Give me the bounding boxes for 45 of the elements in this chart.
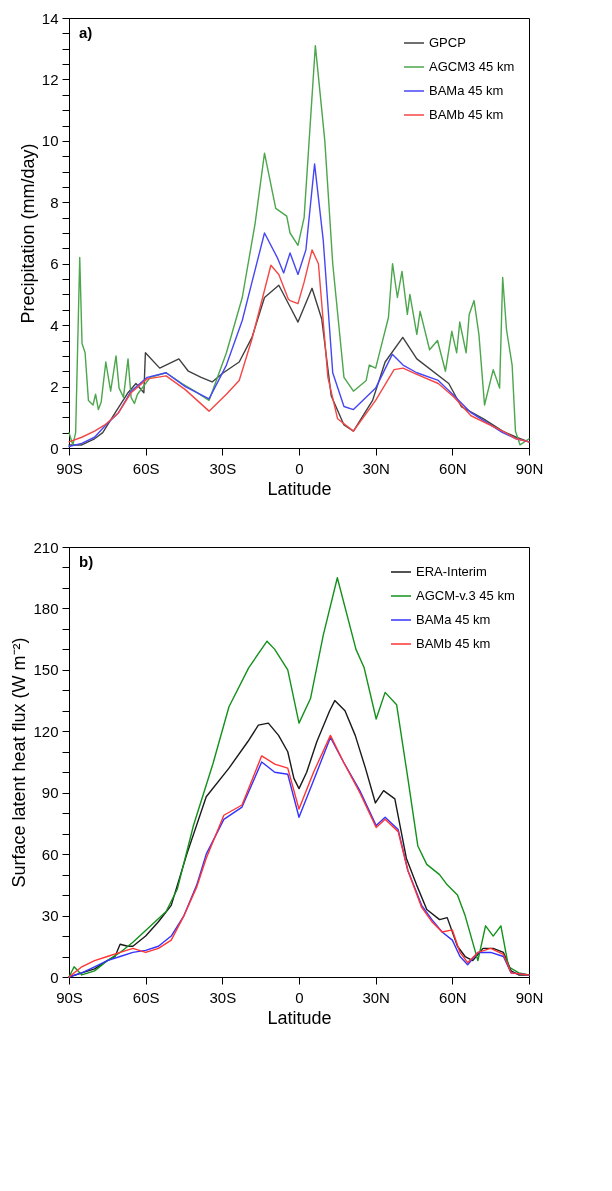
y-tick-label: 90: [41, 784, 59, 802]
legend-label: AGCM-v.3 45 km: [416, 588, 515, 603]
legend-label: BAMb 45 km: [416, 636, 491, 651]
y-axis-title: Precipitation (mm/day): [17, 143, 38, 324]
y-tick-label: 2: [50, 378, 59, 396]
x-tick-label: 60N: [439, 988, 467, 1006]
x-tick-label: 90S: [56, 459, 83, 477]
x-axis-title: Latitude: [267, 1007, 332, 1028]
x-tick-label: 90N: [515, 459, 544, 477]
x-tick-label: 90S: [56, 988, 83, 1006]
y-tick-label: 30: [41, 907, 59, 925]
x-tick-label: 30S: [209, 459, 237, 477]
annotation: b): [79, 553, 94, 570]
legend-label: ERA-Interim: [416, 564, 487, 579]
y-tick-label: 12: [41, 70, 59, 88]
legend-label: GPCP: [429, 35, 466, 50]
legend-label: BAMa 45 km: [429, 83, 504, 98]
legend-label: BAMb 45 km: [429, 107, 504, 122]
y-tick-label: 0: [50, 968, 59, 986]
x-tick-label: 90N: [515, 988, 544, 1006]
x-axis-title: Latitude: [267, 478, 332, 499]
y-tick-label: 210: [33, 538, 59, 556]
line-series: [68, 249, 530, 443]
y-tick-label: 60: [41, 845, 59, 863]
y-tick-label: 180: [33, 599, 59, 617]
y-tick-label: 10: [41, 132, 59, 150]
y-tick-label: 8: [50, 193, 59, 211]
legend-label: AGCM3 45 km: [429, 59, 515, 74]
legend-label: BAMa 45 km: [416, 612, 491, 627]
y-axis-title: Surface latent heat flux (W m⁻²): [9, 637, 30, 888]
y-tick-label: 4: [50, 316, 59, 334]
x-tick-label: 60N: [439, 459, 467, 477]
y-tick-label: 6: [50, 255, 59, 273]
x-tick-label: 0: [295, 459, 304, 477]
y-tick-label: 120: [33, 722, 59, 740]
x-tick-label: 60S: [132, 988, 160, 1006]
x-tick-label: 30N: [362, 459, 390, 477]
annotation: a): [79, 24, 93, 41]
x-tick-label: 30N: [362, 988, 390, 1006]
x-tick-label: 60S: [132, 459, 160, 477]
x-tick-label: 30S: [209, 988, 237, 1006]
y-tick-label: 150: [33, 661, 59, 679]
y-tick-label: 0: [50, 439, 59, 457]
x-tick-label: 0: [295, 988, 304, 1006]
y-tick-label: 14: [41, 9, 59, 27]
